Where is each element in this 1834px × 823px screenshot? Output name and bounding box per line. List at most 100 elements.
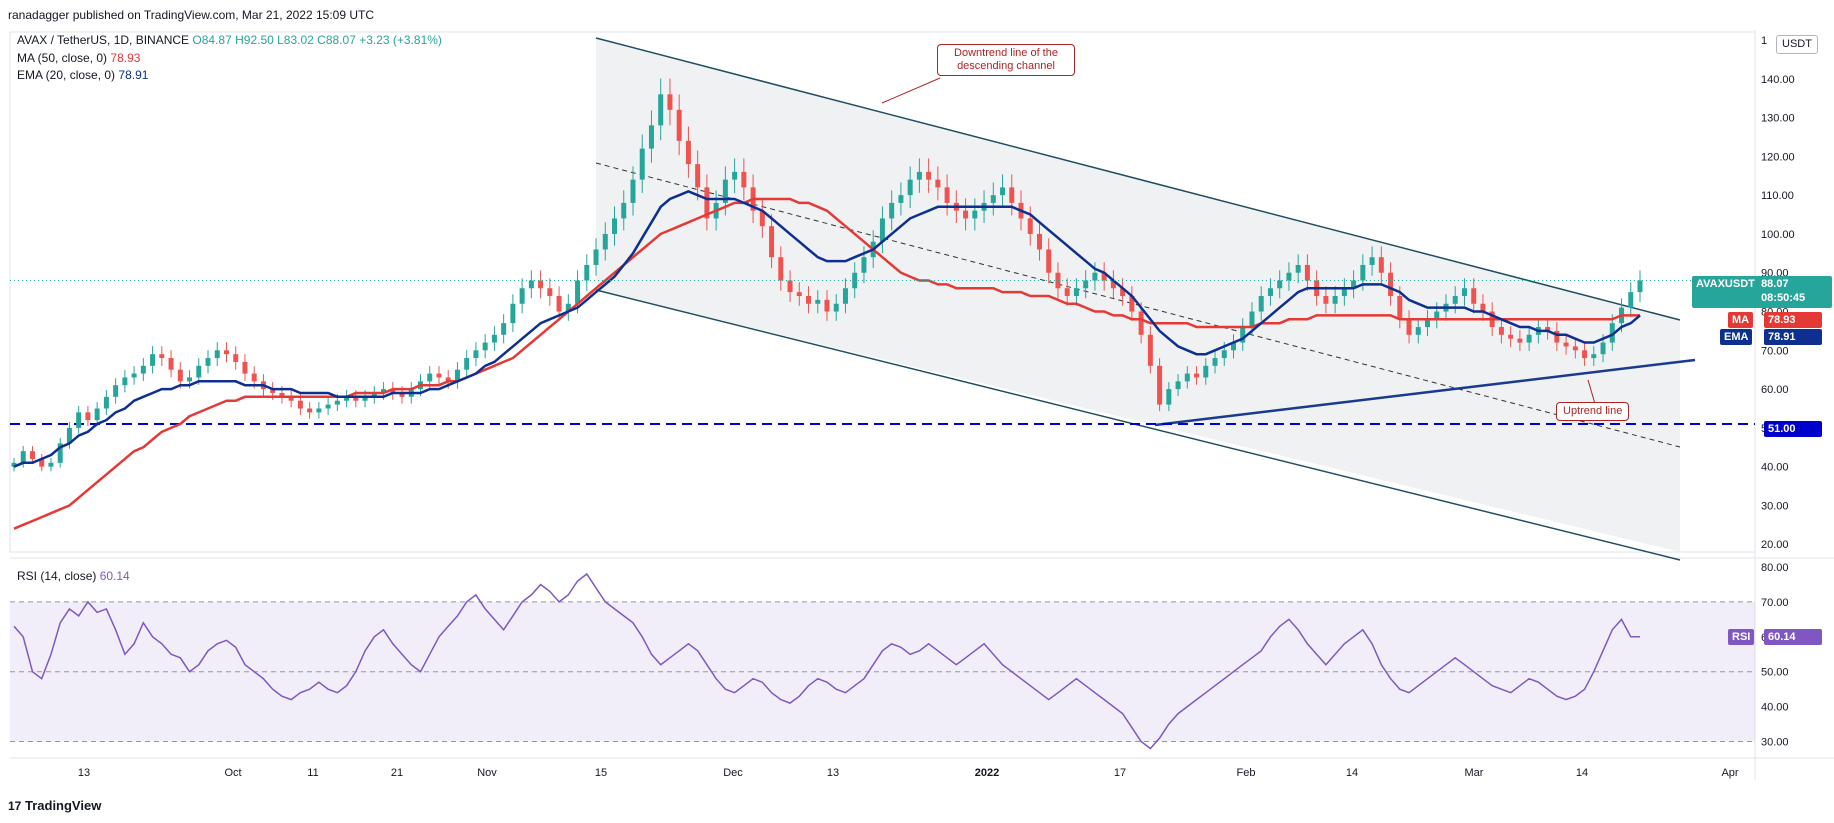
candle-body [1277,280,1283,289]
ema20-line [13,189,1641,468]
candle-body [48,462,54,467]
candle-body [371,392,377,397]
candle-body [1628,292,1634,308]
time-tick-label: Feb [1237,767,1256,779]
candle-body [1341,288,1347,296]
candle-body [806,296,812,304]
candle-body [270,389,276,393]
candle-body [1055,272,1061,289]
candle-body [1508,334,1514,339]
candle-body [1406,319,1412,335]
candle-body [344,396,350,401]
tradingview-logo[interactable]: 17 TradingView [8,798,101,813]
price-tick-label: 140.00 [1761,74,1795,86]
time-tick-label: Apr [1721,767,1738,779]
candle-body [1637,280,1643,293]
candle-body [547,288,553,296]
candle-body [667,94,673,110]
time-tick-label: 11 [307,767,318,779]
ema-legend: EMA (20, close, 0) 78.91 [17,68,148,82]
candle-body [1009,187,1015,203]
rsi-tick-label: 80.00 [1761,562,1789,574]
rsi-line [13,572,1640,750]
candle-body [879,218,885,242]
candle-body [1609,323,1615,343]
candle-body [381,389,387,393]
candle-body [621,202,627,219]
publish-credit: ranadagger published on TradingView.com,… [8,8,375,22]
support-price-badge: 51.00 [1764,421,1822,437]
candle-body [944,187,950,203]
price-tick-label: 60.00 [1761,384,1789,396]
candle-body [1166,389,1172,405]
candle-body [1129,296,1135,312]
candle-body [399,392,405,397]
candle-body [602,233,608,250]
candle-body [1110,280,1116,289]
candle-body [972,210,978,219]
tradingview-brand: TradingView [24,798,102,813]
candle-body [288,396,294,401]
candle-body [732,171,738,180]
price-tick-label: 20.00 [1761,539,1789,551]
candle-body [187,377,193,382]
candle-body [1120,288,1126,296]
candle-body [898,195,904,203]
candle-body [1415,327,1421,335]
candle-body [1231,342,1236,351]
candle-body [796,292,802,296]
candle-body [1304,264,1310,281]
ema-legend-value: 78.91 [118,68,149,82]
candle-body [778,257,784,281]
candle-body [842,288,848,304]
candle-body [1267,288,1273,296]
candle-body [242,361,248,374]
candle-body [427,373,433,382]
time-tick-label: 13 [78,767,90,779]
candle-body [11,462,17,467]
candle-body [140,365,146,374]
candle-body [787,280,793,293]
price-badge-symbol: AVAXUSDT [1696,278,1755,290]
candle-body [1369,257,1375,265]
time-tick-label: 14 [1346,767,1358,779]
rsi-tick-label: 50.00 [1761,667,1789,679]
rsi-tick-label: 40.00 [1761,702,1789,714]
candle-body [122,377,128,386]
candle-body [963,210,969,219]
candle-body [76,412,82,428]
candle-body [1147,334,1153,366]
candle-body [1286,272,1292,281]
currency-unit-button[interactable]: USDT [1776,35,1818,54]
candle-body [1517,338,1523,343]
ma50-line [13,197,1640,530]
candle-body [990,195,996,203]
candle-body [1480,303,1486,312]
candle-body [593,249,599,265]
candle-body [297,400,303,409]
candle-body [1000,187,1006,196]
candle-body [1092,272,1098,281]
price-badge-value: 88.07 [1761,278,1789,290]
candle-body [316,408,322,413]
candle-body [935,179,941,188]
downtrend-pointer [881,77,941,104]
candle-body [223,350,229,355]
candle-body [436,373,442,378]
candle-body [1175,381,1181,390]
candle-body [824,299,830,312]
candle-body [1046,249,1052,273]
candle-body [196,365,202,378]
time-tick-label: Nov [477,767,497,779]
candle-body [473,350,479,359]
candle-body [279,392,285,397]
candle-body [390,389,396,393]
time-tick-label: 13 [827,767,839,779]
price-tick-label: 110.00 [1761,190,1794,202]
candle-body [658,94,664,126]
candle-body [454,369,460,382]
candle-body [1498,327,1504,335]
rsi-tick-label: 30.00 [1761,737,1789,749]
candle-body [769,226,775,258]
